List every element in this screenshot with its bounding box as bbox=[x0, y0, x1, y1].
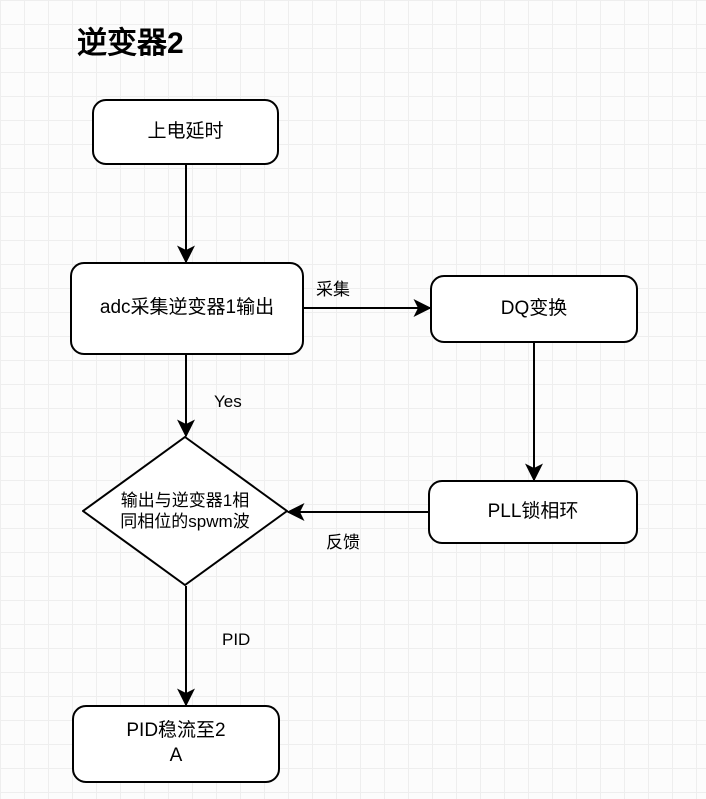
node-spwm-decision: 输出与逆变器1相同相位的spwm波 bbox=[82, 436, 288, 586]
edge-label-fankui: 反馈 bbox=[326, 528, 360, 553]
edge-label-pid: PID bbox=[222, 630, 250, 650]
node-adc-sample: adc采集逆变器1输出 bbox=[70, 262, 304, 355]
node-label: PID稳流至2A bbox=[126, 719, 225, 768]
edge-label-yes: Yes bbox=[214, 392, 242, 412]
node-label: 输出与逆变器1相同相位的spwm波 bbox=[115, 490, 255, 533]
edge-label-caiji: 采集 bbox=[316, 275, 350, 300]
node-label: adc采集逆变器1输出 bbox=[100, 296, 274, 321]
node-pll: PLL锁相环 bbox=[428, 480, 638, 544]
node-label: 上电延时 bbox=[147, 120, 223, 145]
node-power-on-delay: 上电延时 bbox=[92, 99, 279, 165]
node-label: DQ变换 bbox=[501, 297, 568, 322]
node-dq-transform: DQ变换 bbox=[430, 275, 638, 343]
node-pid-current: PID稳流至2A bbox=[72, 705, 280, 783]
diagram-title: 逆变器2 bbox=[77, 18, 184, 62]
node-label: PLL锁相环 bbox=[488, 500, 579, 525]
